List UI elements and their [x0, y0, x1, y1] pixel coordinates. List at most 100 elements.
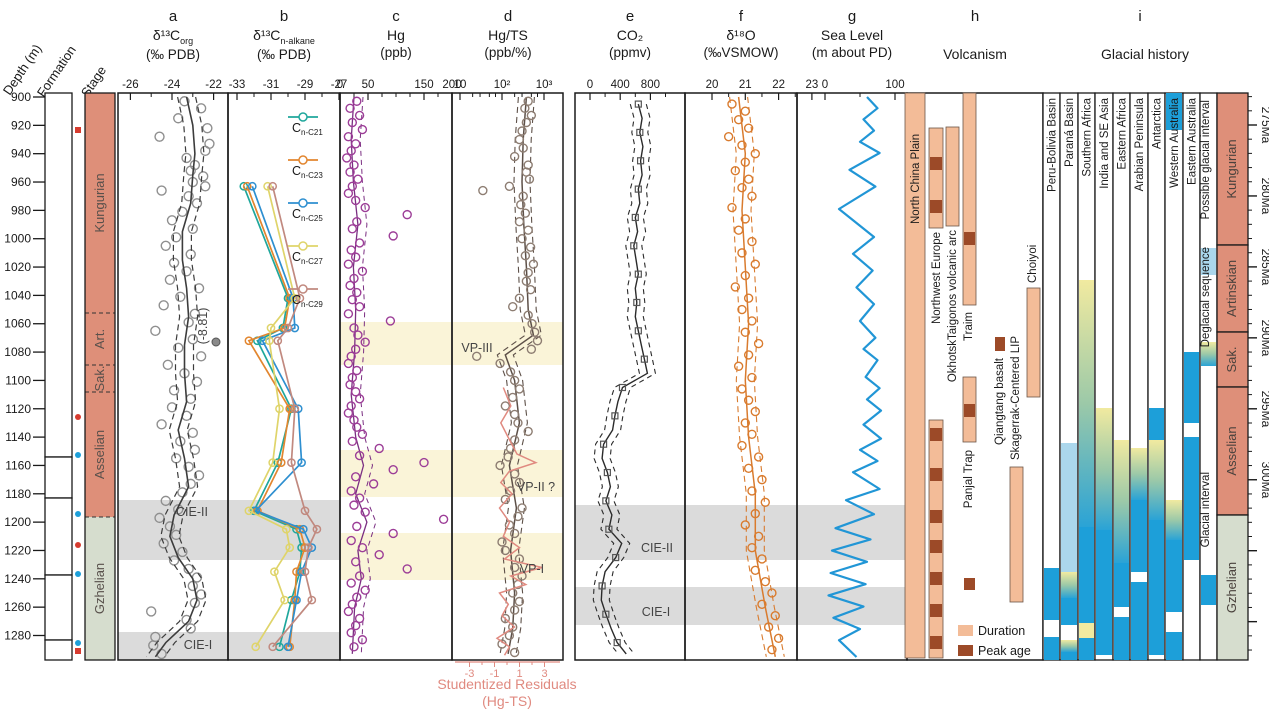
hgts-point [527, 319, 537, 329]
d18o-point [740, 418, 750, 428]
hgts-point [472, 351, 482, 362]
d18o-point [737, 440, 747, 451]
glacial-segment [1061, 652, 1077, 660]
d18o-point [767, 588, 777, 598]
panel-title-i: Glacial history [1101, 46, 1189, 62]
stage-box-right [1216, 386, 1249, 516]
hg-point [349, 323, 359, 333]
axis-tick-label: 22 [772, 79, 785, 91]
hg-point [347, 181, 358, 191]
hg-point [360, 202, 370, 213]
hg-point [350, 195, 361, 206]
delta13c-org-point [187, 223, 199, 234]
hgts-point [523, 310, 533, 320]
co2-point [636, 128, 644, 137]
delta13c-org-point [166, 215, 178, 226]
volcanism-peak-bar [930, 604, 942, 617]
panel-letter-b: b [279, 8, 289, 25]
hgts-point [520, 208, 531, 218]
hg-point [368, 479, 379, 489]
hg-point [354, 302, 365, 312]
hgts-point [526, 110, 537, 121]
n-alkane-point [251, 642, 261, 652]
volcanism-peak-bar [964, 404, 975, 417]
d18o-point [740, 270, 750, 281]
glacial-segment [1114, 617, 1129, 660]
depth-tick-label: 920 [11, 118, 31, 132]
hgts-point [509, 435, 520, 445]
volcanism-label: Northwest Europe [931, 232, 943, 324]
hgts-point [524, 174, 535, 184]
n-alkane-point [285, 404, 295, 414]
n-alkane-point [268, 642, 278, 652]
d18o-point [723, 131, 734, 142]
glacial-segment [1131, 500, 1147, 572]
co2-point [599, 440, 608, 448]
d18o-point [727, 99, 737, 109]
glacial-text-col-box [1201, 248, 1216, 275]
volcanism-peak-bar [964, 232, 975, 245]
d18o-point [750, 565, 760, 576]
hg-point [343, 188, 354, 199]
d18o-point [750, 148, 760, 159]
delta13c-org-point [183, 190, 194, 202]
residual-tick-label: 1 [516, 668, 522, 680]
hg-point [357, 542, 368, 553]
hgts-point [532, 336, 543, 346]
d18o-point [770, 610, 780, 621]
glacial-segment [1061, 572, 1077, 598]
n-alkane-point [280, 595, 289, 605]
glacial-interval-label: Deglacial sequence [1200, 247, 1212, 347]
hg-point [349, 642, 359, 652]
hg-point [360, 337, 370, 347]
hgts-point [517, 503, 527, 513]
delta13c-org-point [177, 206, 188, 217]
delta13c-org-point [181, 152, 192, 164]
co2-point [613, 638, 621, 647]
depth-tick-label: 940 [11, 147, 31, 161]
glacial-segment [1149, 408, 1164, 440]
residual-axis-title: Studentized Residuals [437, 676, 576, 692]
volcanism-label: North China Plain [910, 134, 922, 224]
hg-point [350, 472, 361, 482]
d18o-point [740, 106, 750, 116]
hgts-point [495, 460, 505, 471]
n-alkane-point [275, 404, 284, 414]
d18o-point [743, 293, 754, 303]
sample-marker [75, 511, 81, 517]
legend-label: Cn-C29 [292, 293, 323, 309]
hg-point [374, 443, 384, 454]
n-alkane-point [298, 524, 308, 534]
annotation: VP-I [520, 562, 544, 576]
age-tick-label: 285Ma [1259, 249, 1269, 286]
hg-point [345, 280, 355, 291]
co2-point [611, 412, 619, 420]
stage-label-right: Artinskian [1224, 260, 1239, 317]
axis-tick-label: -22 [205, 79, 222, 91]
volcanism-peak-bar [930, 636, 942, 649]
volcanism-peak-bar [964, 578, 975, 590]
hgts-point [509, 528, 520, 539]
formation-box [44, 639, 73, 661]
hg-point [360, 507, 370, 517]
n-alkane-point [283, 642, 293, 652]
volcanism-label: Skagerrak-Centered LIP [1010, 336, 1022, 460]
delta13c-org-point [166, 402, 178, 413]
stage-box [85, 365, 115, 392]
hgts-point [508, 392, 518, 403]
hg-point [347, 294, 358, 305]
glacial-segment [1114, 563, 1129, 607]
d18o-point [730, 282, 741, 292]
glacial-segment [1149, 520, 1164, 655]
age-tick-label: 300Ma [1259, 462, 1269, 499]
hg-point [388, 231, 398, 241]
hgts-point [509, 151, 520, 162]
n-alkane-point [292, 567, 301, 577]
annotation: CIE-II [176, 505, 208, 519]
stage-box-right [1216, 514, 1249, 661]
volcanism-duration-bar [945, 126, 960, 227]
hgts-point [523, 268, 533, 278]
panel-letter-h: h [970, 8, 980, 25]
